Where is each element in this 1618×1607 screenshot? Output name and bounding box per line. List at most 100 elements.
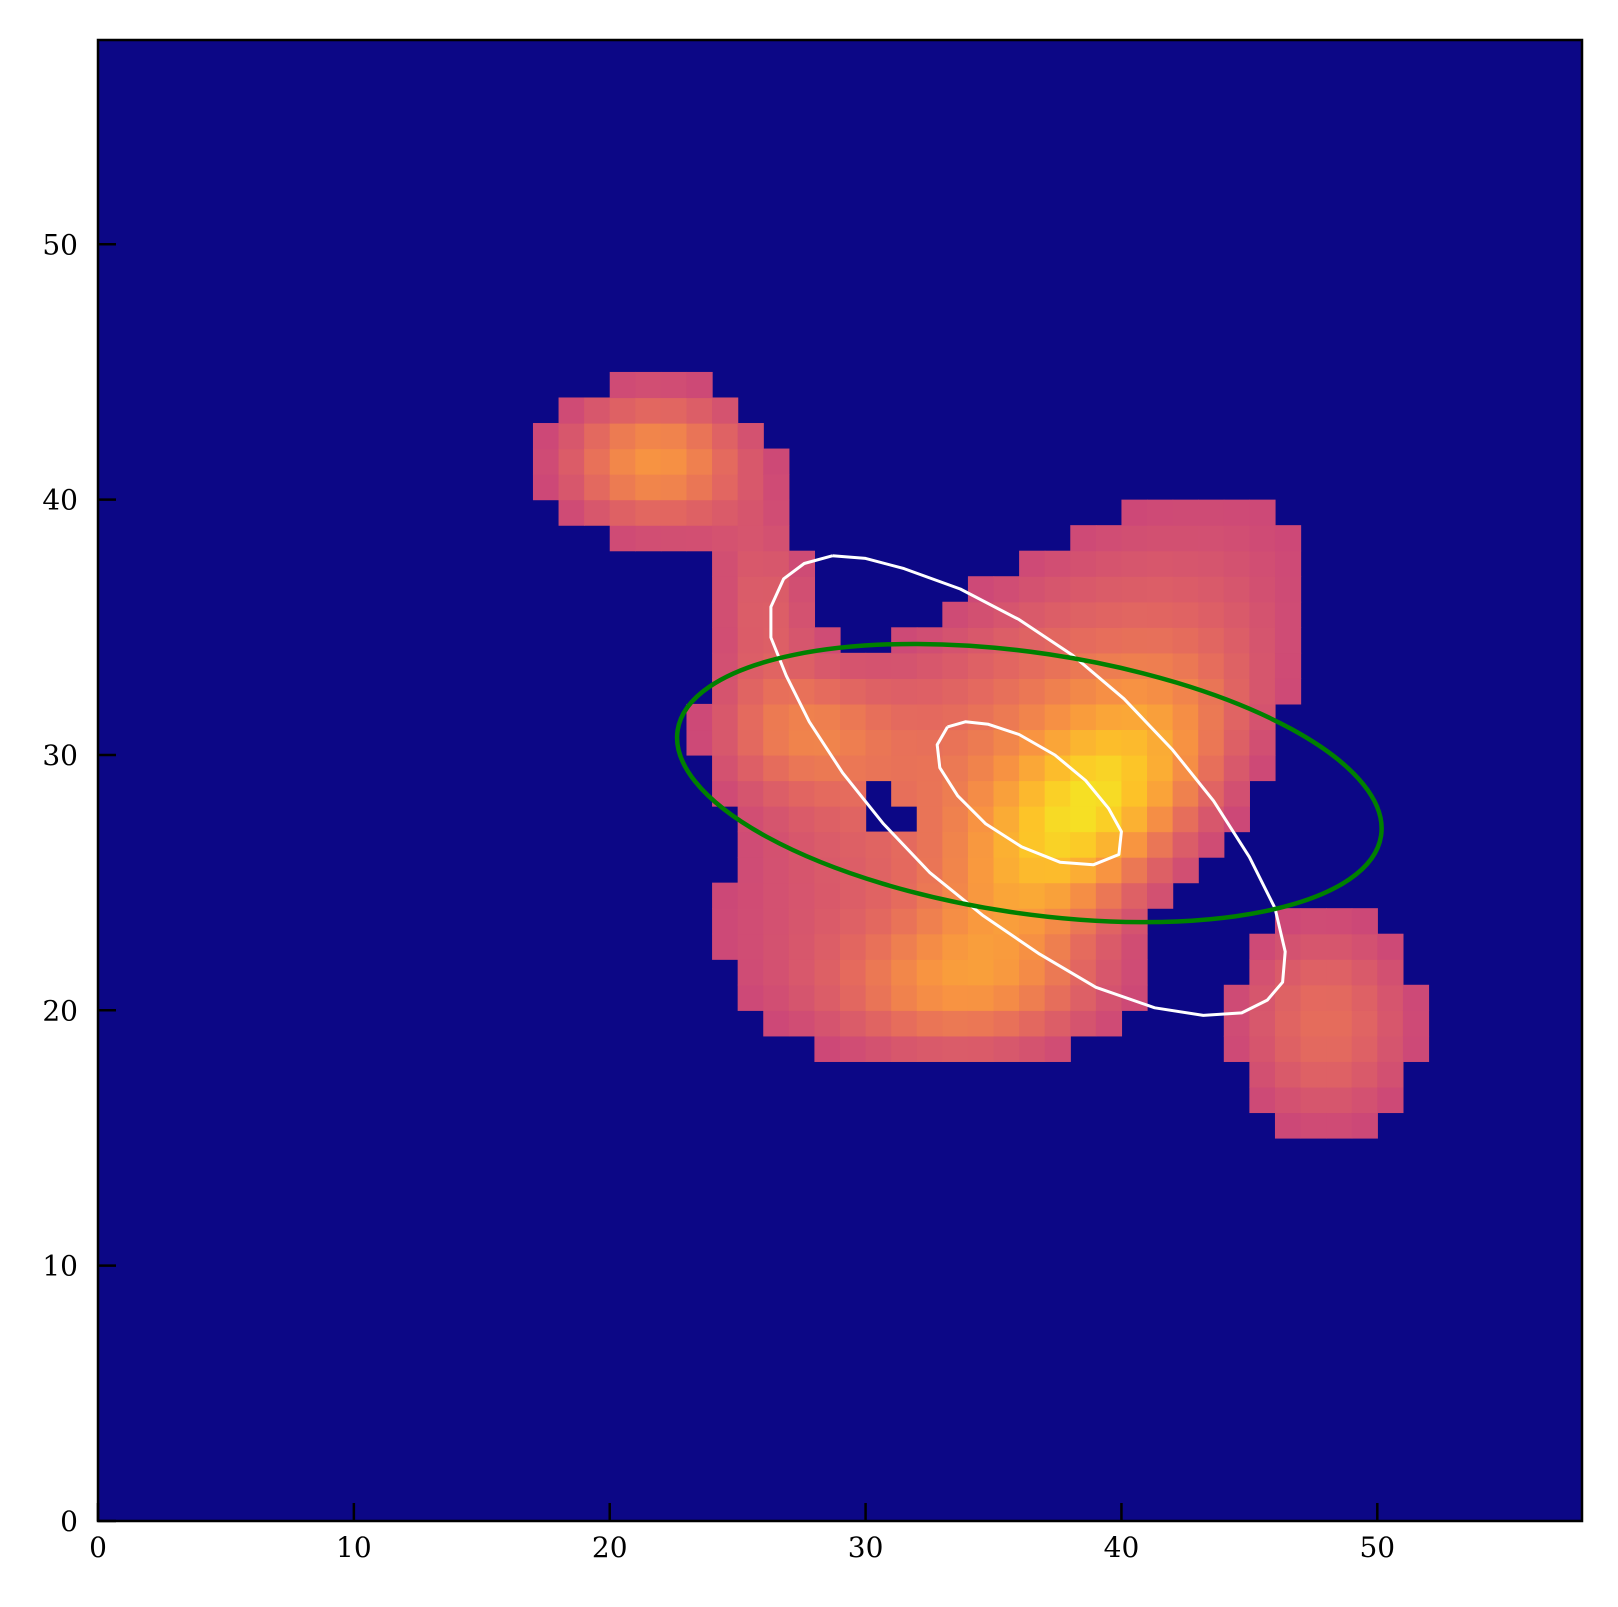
heatmap-cell bbox=[993, 678, 1020, 705]
heatmap-cell bbox=[916, 831, 943, 858]
heatmap-cell bbox=[788, 576, 816, 603]
heatmap-cell bbox=[1300, 1086, 1327, 1114]
heatmap-cell bbox=[635, 499, 662, 526]
heatmap-cell bbox=[1198, 754, 1225, 782]
x-tick-label: 20 bbox=[592, 1531, 628, 1564]
heatmap-cell bbox=[558, 474, 585, 501]
heatmap-cell bbox=[1198, 576, 1225, 603]
heatmap-cell bbox=[993, 703, 1020, 731]
y-tick-label: 20 bbox=[42, 994, 78, 1027]
heatmap-cell bbox=[1121, 729, 1148, 756]
heatmap-cell bbox=[942, 627, 969, 654]
heatmap-cell bbox=[660, 371, 688, 399]
heatmap-cell bbox=[1172, 499, 1199, 526]
heatmap-cell bbox=[788, 754, 816, 782]
heatmap-cell bbox=[814, 984, 841, 1011]
heatmap-cell bbox=[891, 1035, 918, 1062]
heatmap-cell bbox=[1223, 780, 1250, 807]
heatmap-cell bbox=[1070, 678, 1097, 705]
heatmap-cell bbox=[916, 984, 943, 1011]
heatmap-cell bbox=[712, 550, 739, 577]
heatmap-cell bbox=[1147, 627, 1174, 654]
heatmap-cell bbox=[532, 448, 560, 475]
heatmap-cell bbox=[1147, 831, 1174, 858]
heatmap-cell bbox=[609, 474, 636, 501]
heatmap-cell bbox=[686, 448, 713, 475]
heatmap-cell bbox=[1147, 525, 1174, 552]
heatmap-cell bbox=[1223, 652, 1250, 679]
heatmap-cell bbox=[1274, 550, 1302, 577]
heatmap-cell bbox=[1274, 959, 1302, 986]
heatmap-cell bbox=[1326, 1112, 1353, 1139]
heatmap-cell bbox=[993, 984, 1020, 1011]
heatmap-cell bbox=[967, 780, 995, 807]
heatmap-cell bbox=[1300, 908, 1327, 935]
heatmap-cell bbox=[737, 525, 764, 552]
heatmap-cell bbox=[660, 474, 688, 501]
heatmap-cell bbox=[1044, 550, 1071, 577]
heatmap-cell bbox=[942, 1035, 969, 1062]
heatmap-cell bbox=[1223, 1035, 1250, 1062]
heatmap-cell bbox=[1121, 780, 1148, 807]
heatmap-cell bbox=[967, 857, 995, 884]
heatmap-cell bbox=[1249, 754, 1276, 782]
heatmap-cell bbox=[840, 678, 867, 705]
heatmap-cell bbox=[737, 550, 764, 577]
heatmap-cell bbox=[1121, 499, 1148, 526]
heatmap-cell bbox=[1147, 857, 1174, 884]
heatmap-cell bbox=[1249, 1061, 1276, 1088]
heatmap-cell bbox=[737, 627, 764, 654]
heatmap-cell bbox=[865, 1010, 892, 1037]
heatmap-cell bbox=[1377, 1010, 1404, 1037]
heatmap-cell bbox=[763, 754, 790, 782]
heatmap-cell bbox=[967, 984, 995, 1011]
heatmap-cell bbox=[993, 1035, 1020, 1062]
heatmap-cell bbox=[1249, 933, 1276, 960]
axis-ticks: 0 10 20 30 40 50 0 10 20 30 40 50 bbox=[42, 228, 1395, 1564]
heatmap-cell bbox=[558, 448, 585, 475]
heatmap-cell bbox=[609, 371, 636, 399]
heatmap-cell bbox=[1095, 703, 1123, 731]
heatmap-cell bbox=[1377, 1061, 1404, 1088]
heatmap-cell bbox=[916, 933, 943, 960]
heatmap-cell bbox=[916, 806, 943, 833]
heatmap-cell bbox=[1249, 1035, 1276, 1062]
heatmap-cell bbox=[1044, 984, 1071, 1011]
heatmap-cell bbox=[1019, 780, 1046, 807]
heatmap-cell bbox=[1121, 882, 1148, 909]
heatmap-cell bbox=[840, 806, 867, 833]
heatmap-cell bbox=[1198, 729, 1225, 756]
heatmap-cell bbox=[1121, 627, 1148, 654]
heatmap-cell bbox=[840, 933, 867, 960]
heatmap-cell bbox=[712, 882, 739, 909]
heatmap-cell bbox=[1095, 959, 1123, 986]
x-tick-label: 30 bbox=[848, 1531, 884, 1564]
heatmap-cell bbox=[1095, 576, 1123, 603]
heatmap-cell bbox=[1044, 831, 1071, 858]
heatmap-cell bbox=[1198, 831, 1225, 858]
heatmap-cell bbox=[967, 933, 995, 960]
heatmap-cell bbox=[891, 908, 918, 935]
heatmap-cell bbox=[814, 703, 841, 731]
heatmap-cell bbox=[1147, 882, 1174, 909]
heatmap-cell bbox=[1070, 576, 1097, 603]
heatmap-cell bbox=[814, 1035, 841, 1062]
heatmap-cell bbox=[1351, 984, 1378, 1011]
heatmap-cell bbox=[865, 831, 892, 858]
heatmap-cell bbox=[1172, 729, 1199, 756]
heatmap-cell bbox=[1377, 1086, 1404, 1114]
heatmap-cell bbox=[942, 806, 969, 833]
heatmap-cell bbox=[737, 984, 764, 1011]
heatmap-cell bbox=[1249, 576, 1276, 603]
heatmap-cell bbox=[1249, 1086, 1276, 1114]
heatmap-cell bbox=[865, 984, 892, 1011]
heatmap-cell bbox=[737, 423, 764, 450]
heatmap-cell bbox=[763, 703, 790, 731]
heatmap-cell bbox=[1351, 1035, 1378, 1062]
heatmap-cell bbox=[763, 908, 790, 935]
heatmap-cell bbox=[1095, 1010, 1123, 1037]
heatmap-cell bbox=[840, 908, 867, 935]
heatmap-cell bbox=[891, 703, 918, 731]
heatmap-cell bbox=[993, 959, 1020, 986]
y-tick-label: 40 bbox=[42, 484, 78, 517]
